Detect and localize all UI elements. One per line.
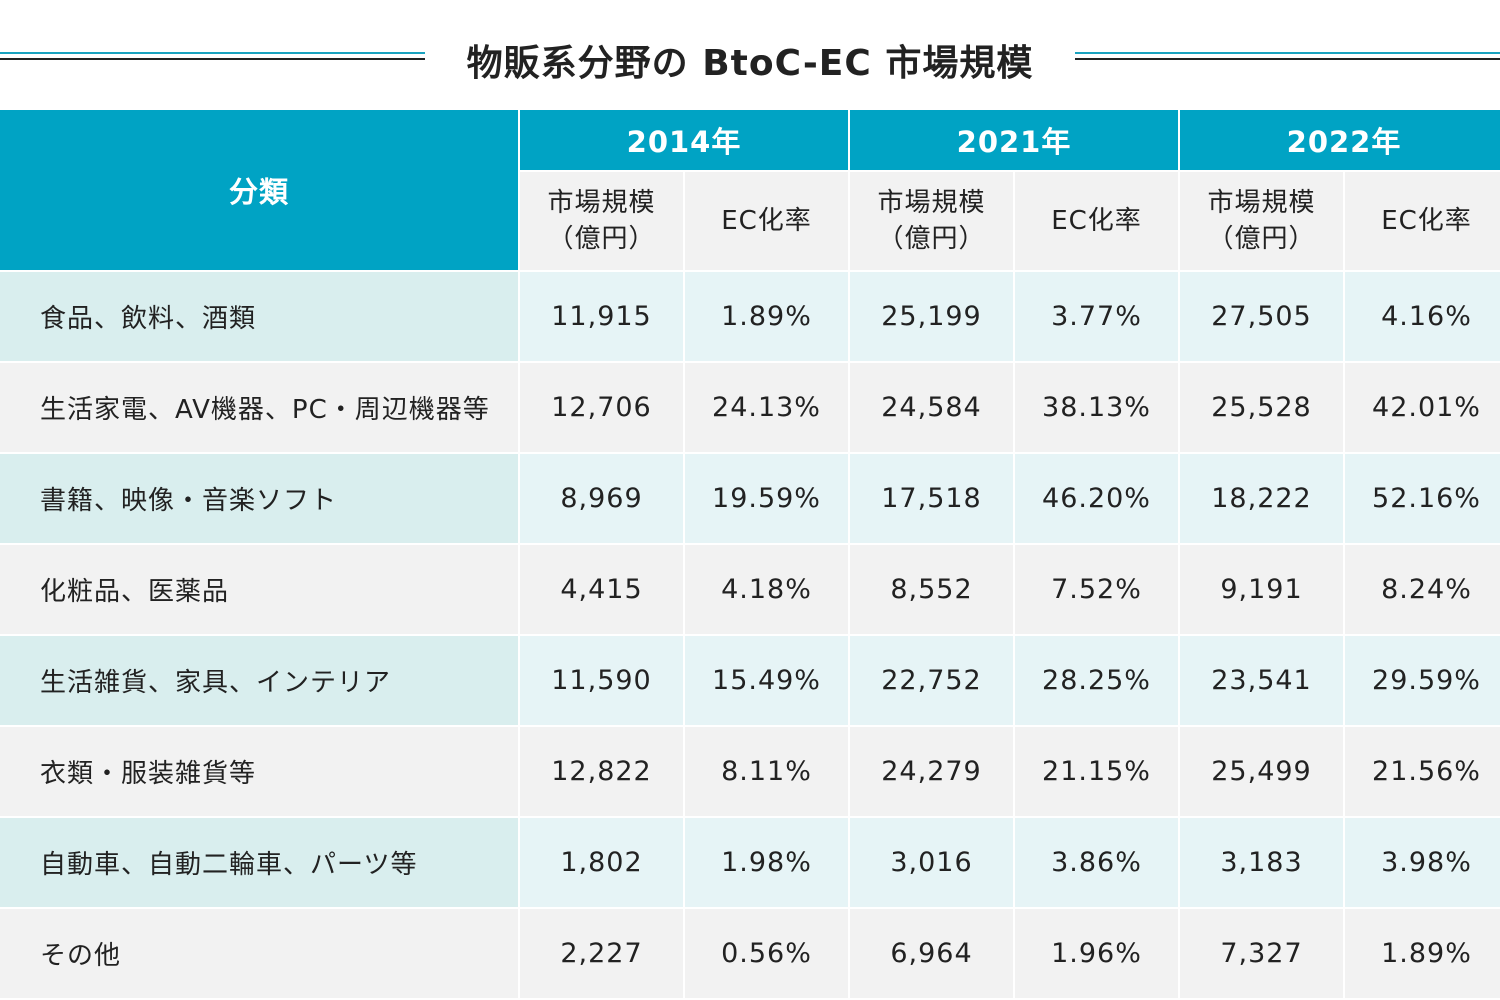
market-size-cell: 18,222: [1180, 454, 1343, 543]
title-rule-right-teal: [1075, 52, 1500, 54]
ec-rate-cell: 8.11%: [685, 727, 848, 816]
row-label: 衣類・服装雑貨等: [0, 727, 518, 816]
row-label: 書籍、映像・音楽ソフト: [0, 454, 518, 543]
page-title: 物販系分野の BtoC-EC 市場規模: [450, 43, 1050, 84]
market-size-cell: 8,969: [520, 454, 683, 543]
market-size-cell: 12,822: [520, 727, 683, 816]
ec-rate-cell: 1.89%: [685, 272, 848, 361]
market-size-cell: 3,183: [1180, 818, 1343, 907]
ec-rate-cell: 1.96%: [1015, 909, 1178, 998]
subheader-market-size: 市場規模 （億円）: [520, 172, 683, 270]
year-header: 2021年: [850, 110, 1178, 170]
ec-rate-cell: 21.15%: [1015, 727, 1178, 816]
ec-rate-cell: 1.98%: [685, 818, 848, 907]
year-header: 2014年: [520, 110, 848, 170]
category-header: 分類: [0, 110, 518, 270]
row-label: 生活雑貨、家具、インテリア: [0, 636, 518, 725]
market-size-cell: 6,964: [850, 909, 1013, 998]
title-area: 物販系分野の BtoC-EC 市場規模: [0, 0, 1500, 110]
ec-rate-cell: 15.49%: [685, 636, 848, 725]
row-label: 自動車、自動二輪車、パーツ等: [0, 818, 518, 907]
ec-rate-cell: 28.25%: [1015, 636, 1178, 725]
ec-rate-cell: 52.16%: [1345, 454, 1500, 543]
title-rule-left-black: [0, 58, 425, 60]
market-size-cell: 9,191: [1180, 545, 1343, 634]
market-size-cell: 4,415: [520, 545, 683, 634]
ec-rate-cell: 19.59%: [685, 454, 848, 543]
market-size-cell: 17,518: [850, 454, 1013, 543]
market-size-table: 分類 2014年 市場規模 （億円） EC化率 2021年 市場規模 （億円） EC化率 20…: [0, 110, 1500, 1000]
subheader-market-size: 市場規模 （億円）: [1180, 172, 1343, 270]
market-size-cell: 25,528: [1180, 363, 1343, 452]
ec-rate-cell: 3.86%: [1015, 818, 1178, 907]
title-rule-right-black: [1075, 58, 1500, 60]
market-size-cell: 25,499: [1180, 727, 1343, 816]
ec-rate-cell: 3.98%: [1345, 818, 1500, 907]
market-size-cell: 11,915: [520, 272, 683, 361]
subheader-ec-rate: EC化率: [685, 172, 848, 270]
ec-rate-cell: 4.16%: [1345, 272, 1500, 361]
ec-rate-cell: 21.56%: [1345, 727, 1500, 816]
market-size-cell: 11,590: [520, 636, 683, 725]
market-size-cell: 23,541: [1180, 636, 1343, 725]
ec-rate-cell: 29.59%: [1345, 636, 1500, 725]
market-size-cell: 12,706: [520, 363, 683, 452]
ec-rate-cell: 1.89%: [1345, 909, 1500, 998]
subheader-ec-rate: EC化率: [1345, 172, 1500, 270]
market-size-cell: 25,199: [850, 272, 1013, 361]
row-label: 生活家電、AV機器、PC・周辺機器等: [0, 363, 518, 452]
ec-rate-cell: 46.20%: [1015, 454, 1178, 543]
ec-rate-cell: 7.52%: [1015, 545, 1178, 634]
subheader-ec-rate: EC化率: [1015, 172, 1178, 270]
row-label: 化粧品、医薬品: [0, 545, 518, 634]
year-header: 2022年: [1180, 110, 1500, 170]
market-size-cell: 24,584: [850, 363, 1013, 452]
subheader-market-size: 市場規模 （億円）: [850, 172, 1013, 270]
market-size-cell: 8,552: [850, 545, 1013, 634]
ec-rate-cell: 24.13%: [685, 363, 848, 452]
ec-rate-cell: 3.77%: [1015, 272, 1178, 361]
market-size-cell: 1,802: [520, 818, 683, 907]
ec-rate-cell: 0.56%: [685, 909, 848, 998]
ec-rate-cell: 42.01%: [1345, 363, 1500, 452]
market-size-cell: 24,279: [850, 727, 1013, 816]
market-size-cell: 7,327: [1180, 909, 1343, 998]
ec-rate-cell: 38.13%: [1015, 363, 1178, 452]
row-label: その他: [0, 909, 518, 998]
ec-rate-cell: 8.24%: [1345, 545, 1500, 634]
market-size-cell: 27,505: [1180, 272, 1343, 361]
market-size-cell: 3,016: [850, 818, 1013, 907]
market-size-cell: 2,227: [520, 909, 683, 998]
title-rule-left-teal: [0, 52, 425, 54]
market-size-cell: 22,752: [850, 636, 1013, 725]
row-label: 食品、飲料、酒類: [0, 272, 518, 361]
ec-rate-cell: 4.18%: [685, 545, 848, 634]
